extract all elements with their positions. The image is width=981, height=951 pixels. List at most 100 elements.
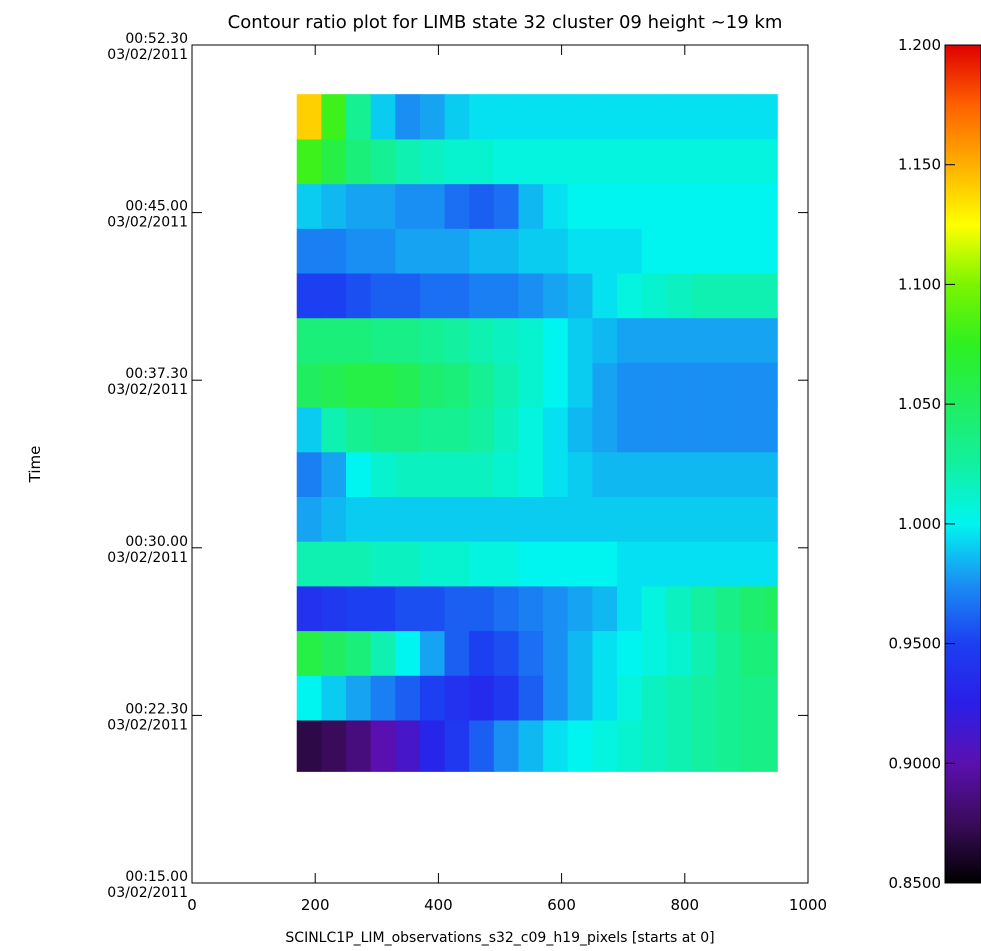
heatmap-cell — [666, 183, 692, 229]
heatmap-cell — [321, 362, 347, 408]
heatmap-cell — [666, 496, 692, 542]
heatmap-cell — [346, 272, 372, 319]
heatmap-cell — [469, 630, 495, 676]
heatmap-cell — [321, 228, 347, 274]
heatmap-cell — [444, 138, 470, 185]
heatmap-cell — [518, 719, 544, 772]
heatmap-cell — [641, 94, 667, 140]
heatmap-cell — [617, 630, 643, 676]
heatmap-cell — [567, 94, 593, 140]
heatmap-cell — [370, 630, 396, 676]
heatmap-cell — [764, 585, 778, 632]
heatmap-cell — [296, 228, 322, 274]
heatmap-cell — [567, 407, 593, 453]
heatmap-cell — [567, 719, 593, 772]
heatmap-cell — [493, 719, 520, 772]
heatmap-cell — [321, 496, 347, 542]
heatmap-cell — [543, 719, 569, 772]
heatmap-cell — [543, 585, 569, 632]
plot-frame — [191, 44, 809, 884]
y-axis: 00:15.0003/02/201100:22.3003/02/201100:3… — [107, 31, 808, 901]
heatmap-cell — [493, 630, 520, 676]
heatmap-cell — [493, 183, 520, 229]
heatmap-cell — [469, 317, 495, 363]
heatmap-cell — [567, 630, 593, 676]
heatmap-cell — [419, 541, 446, 587]
heatmap-cell — [764, 719, 778, 772]
heatmap-cell — [617, 541, 643, 587]
heatmap-cell — [617, 496, 643, 542]
heatmap-cell — [641, 317, 667, 363]
heatmap-cell — [666, 719, 692, 772]
heatmap-cell — [567, 183, 593, 229]
heatmap-cell — [346, 451, 372, 497]
heatmap-cell — [296, 272, 322, 319]
heatmap-cell — [641, 138, 667, 185]
heatmap-cell — [690, 407, 717, 453]
heatmap-cell — [370, 719, 396, 772]
heatmap-cell — [419, 451, 446, 497]
heatmap-cell — [690, 675, 717, 721]
heatmap-cell — [740, 541, 766, 587]
heatmap-cell — [715, 94, 741, 140]
heatmap-cell — [370, 451, 396, 497]
heatmap-cell — [321, 407, 347, 453]
heatmap-cell — [346, 138, 372, 185]
heatmap-cell — [346, 362, 372, 408]
heatmap-cell — [740, 451, 766, 497]
heatmap-cell — [346, 630, 372, 676]
heatmap-cell — [666, 317, 692, 363]
heatmap-cell — [444, 94, 470, 140]
heatmap-cell — [641, 541, 667, 587]
y-tick-time-label: 00:37.30 — [125, 366, 188, 382]
y-tick-time-label: 00:15.00 — [125, 869, 188, 885]
x-tick-label: 600 — [547, 896, 576, 914]
heatmap-cell — [395, 496, 421, 542]
heatmap-cell — [395, 451, 421, 497]
heatmap-cell — [592, 541, 618, 587]
heatmap-cell — [296, 585, 322, 632]
heatmap-cell — [370, 228, 396, 274]
heatmap-cell — [641, 451, 667, 497]
heatmap-cell — [715, 451, 741, 497]
heatmap-cell — [666, 94, 692, 140]
colorbar — [944, 44, 981, 884]
heatmap-cell — [641, 675, 667, 721]
y-tick-time-label: 00:22.30 — [125, 701, 188, 717]
heatmap-cell — [296, 496, 322, 542]
heatmap-cell — [690, 362, 717, 408]
heatmap-cell — [567, 317, 593, 363]
heatmap-cell — [690, 183, 717, 229]
heatmap-cell — [715, 541, 741, 587]
heatmap-cell — [641, 407, 667, 453]
heatmap-cell — [444, 585, 470, 632]
heatmap-cell — [690, 585, 717, 632]
heatmap-cell — [764, 541, 778, 587]
heatmap-cell — [617, 585, 643, 632]
heatmap-cell — [419, 496, 446, 542]
heatmap-cell — [493, 317, 520, 363]
heatmap-cell — [690, 272, 717, 319]
heatmap-cell — [764, 317, 778, 363]
heatmap-cell — [370, 183, 396, 229]
heatmap-cell — [666, 272, 692, 319]
heatmap-cell — [518, 630, 544, 676]
heatmap-cell — [617, 317, 643, 363]
heatmap-cell — [469, 585, 495, 632]
heatmap-cell — [469, 183, 495, 229]
heatmap-cell — [370, 362, 396, 408]
heatmap-cell — [715, 272, 741, 319]
heatmap-cell — [740, 94, 766, 140]
heatmap-cell — [518, 94, 544, 140]
heatmap-cell — [444, 183, 470, 229]
heatmap-cell — [666, 675, 692, 721]
heatmap-cell — [666, 228, 692, 274]
heatmap-cell — [518, 407, 544, 453]
y-tick-time-label: 00:45.00 — [125, 199, 188, 215]
heatmap-cell — [321, 719, 347, 772]
heatmap-cell — [296, 407, 322, 453]
heatmap-cell — [370, 272, 396, 319]
heatmap-cell — [543, 272, 569, 319]
colorbar-tick-label: 0.8500 — [889, 874, 942, 892]
